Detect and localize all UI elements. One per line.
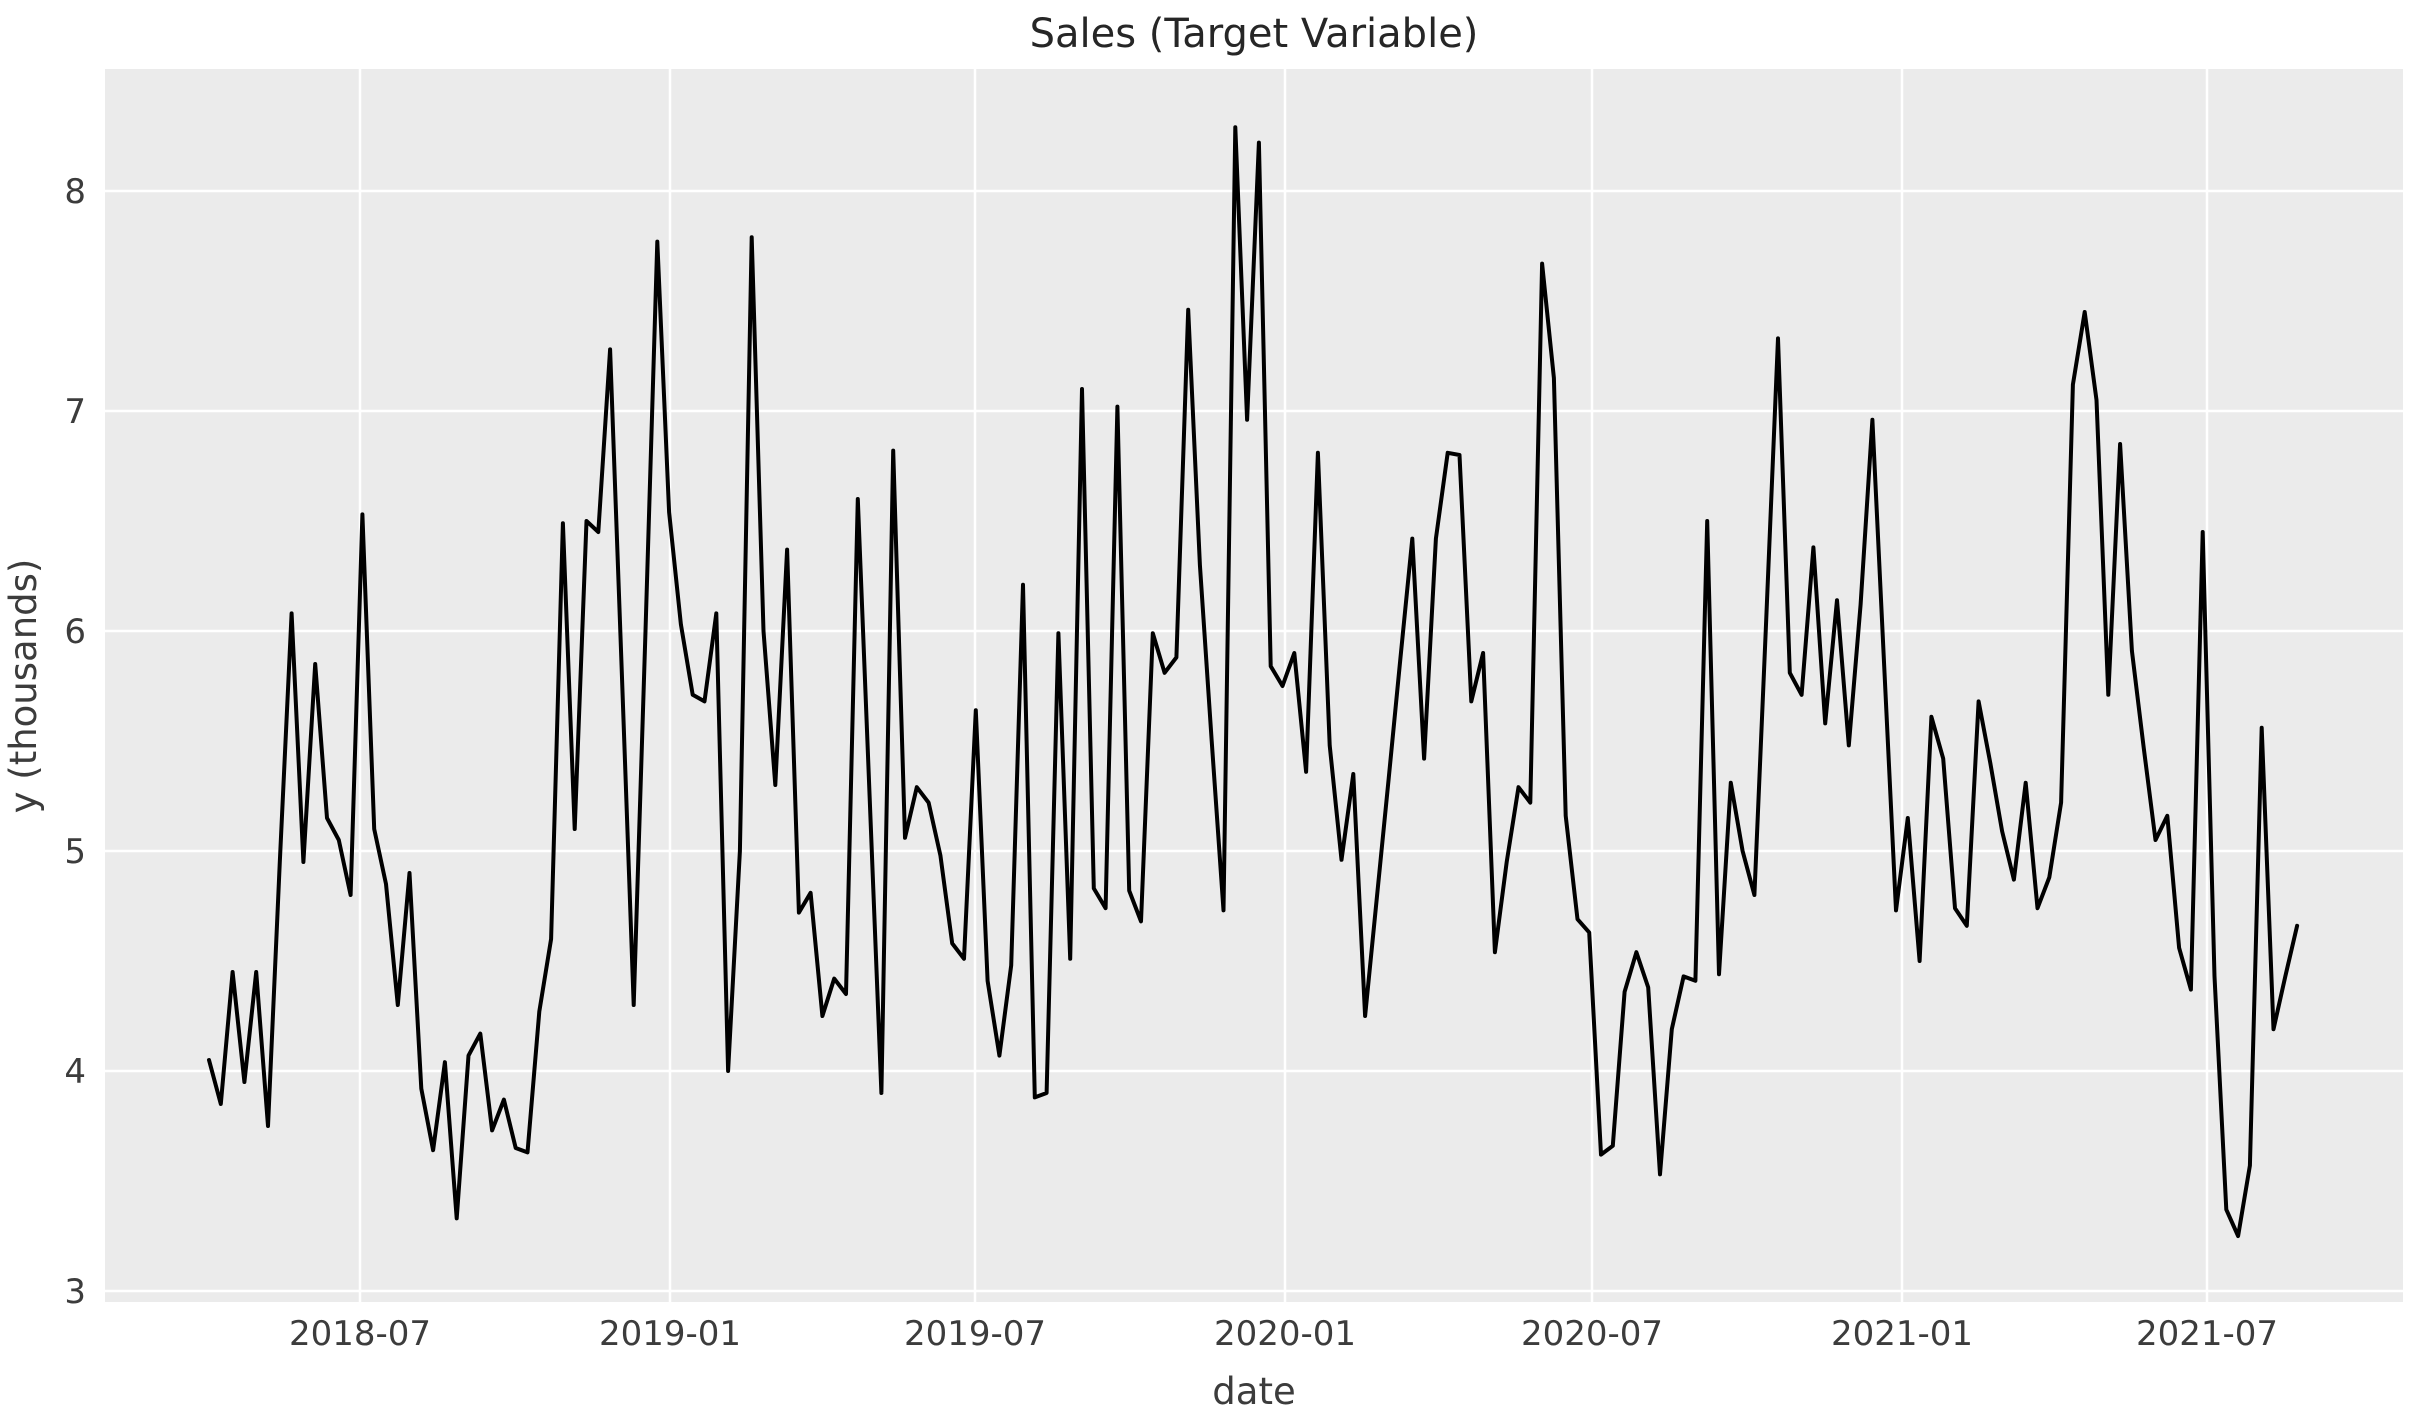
x-tick-label: 2018-07 [289, 1314, 431, 1354]
x-tick-label: 2021-07 [2136, 1314, 2278, 1354]
x-tick-label: 2020-07 [1521, 1314, 1663, 1354]
y-tick-label: 3 [64, 1272, 86, 1312]
y-tick-label: 4 [64, 1052, 86, 1092]
y-tick-label: 7 [64, 392, 86, 432]
y-tick-label: 5 [64, 832, 86, 872]
y-axis-tick-labels: 3 4 5 6 7 8 [64, 172, 86, 1312]
sales-series-group [207, 125, 2300, 1238]
x-tick-label: 2019-07 [904, 1314, 1046, 1354]
vertical-gridlines [358, 69, 2209, 1302]
horizontal-gridlines [105, 189, 2403, 1293]
x-tick-label: 2019-01 [599, 1314, 741, 1354]
x-axis-label: date [1212, 1370, 1295, 1413]
y-tick-label: 8 [64, 172, 86, 212]
y-axis-label: y (thousands) [2, 559, 45, 814]
y-tick-label: 6 [64, 612, 86, 652]
x-tick-label: 2021-01 [1831, 1314, 1973, 1354]
x-axis-tick-labels: 2018-07 2019-01 2019-07 2020-01 2020-07 2021-… [289, 1314, 2278, 1354]
chart-title: Sales (Target Variable) [1030, 11, 1479, 57]
x-tick-label: 2020-01 [1214, 1314, 1356, 1354]
sales-line [207, 125, 2300, 1238]
